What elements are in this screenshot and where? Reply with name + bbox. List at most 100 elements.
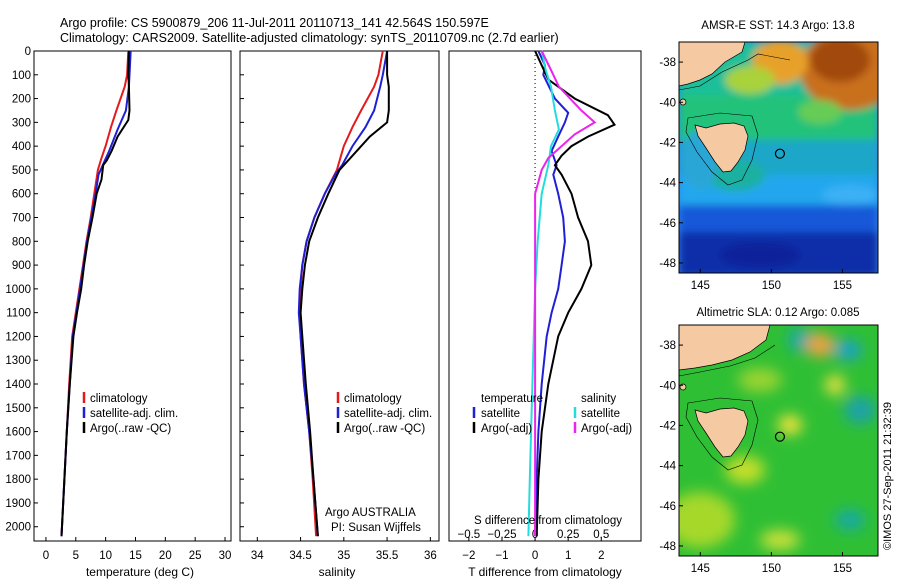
depth-tick-label: 1500 [5, 403, 31, 415]
difference-panel: −2 −1 0 1 2 −0.5 −0.25 0 0.25 0.5 S difference f… [448, 50, 642, 579]
difference-line-t-satellite [534, 50, 570, 537]
s-difference-axis: −0.5 −0.25 0 0.25 0.5 [458, 529, 610, 541]
sla-map-image [679, 325, 878, 556]
header-line-1: Argo profile: CS 5900879_206 11-Jul-2011… [60, 16, 489, 30]
legend-label-t-argo: Argo(-adj) [481, 423, 532, 435]
temperature-tick-label: 25 [189, 550, 202, 562]
temperature-tick-label: 15 [129, 550, 142, 562]
t-difference-axis: −2 −1 0 1 2 [462, 537, 604, 562]
legend-label-climatology: climatology [90, 393, 148, 405]
sst-lat-label: -42 [659, 137, 676, 149]
s-difference-tick-label: 0.5 [593, 529, 609, 541]
difference-line-s-argo [534, 50, 597, 537]
depth-tick-label: 0 [25, 46, 31, 58]
temperature-series [60, 50, 132, 537]
depth-tick-label: 700 [12, 213, 31, 225]
legend-label-argo: Argo(..raw -QC) [344, 423, 425, 435]
salinity-tick-label: 35 [337, 550, 350, 562]
sst-lon-label: 145 [691, 280, 710, 292]
sla-lat-label: -40 [659, 380, 676, 392]
temperature-tick-label: 20 [159, 550, 172, 562]
salinity-line-argo [299, 51, 390, 537]
depth-tick-label: 1700 [5, 450, 31, 462]
depth-tick-label: 400 [12, 141, 31, 153]
salinity-panel: 34 34.5 35 35.5 36 salinity climatology sate… [239, 50, 440, 579]
sst-coast-contour [679, 53, 791, 91]
sla-tasmania [694, 407, 749, 458]
salinity-axis: 34 34.5 35 35.5 36 [240, 50, 437, 562]
depth-tick-label: 1600 [5, 427, 31, 439]
sla-coast-contour [679, 344, 776, 377]
sst-mainland-coast [679, 42, 746, 87]
salinity-tick-label: 34 [251, 550, 264, 562]
temperature-line-argo [60, 50, 131, 537]
temperature-tick-label: 30 [219, 550, 232, 562]
legend-label-satellite: satellite-adj. clim. [90, 408, 178, 420]
sla-shelf-contour [685, 397, 759, 471]
legend-header-temperature: temperature [481, 393, 543, 405]
sst-lat-label: -44 [659, 178, 676, 190]
salinity-plot-frame [239, 50, 440, 542]
legend-label-satellite: satellite-adj. clim. [344, 408, 432, 420]
sst-map-title: AMSR-E SST: 14.3 Argo: 13.8 [701, 20, 854, 32]
depth-axis: 0 100 200 300 400 500 600 700 800 900 1000 1100 1200… [5, 46, 38, 534]
sla-lon-label: 155 [833, 563, 852, 575]
sst-map-frame [678, 41, 879, 274]
annotation-pi: PI: Susan Wijffels [331, 522, 421, 534]
difference-series [527, 50, 617, 537]
legend-label-t-satellite: satellite [481, 408, 520, 420]
depth-tick-label: 1200 [5, 331, 31, 343]
legend-label-climatology: climatology [344, 393, 402, 405]
legend-header-salinity: salinity [581, 393, 616, 405]
sla-map-frame [678, 324, 879, 557]
sst-map-image [679, 42, 878, 273]
sst-lon-label: 150 [762, 280, 781, 292]
depth-tick-label: 1300 [5, 355, 31, 367]
sla-lat-label: -38 [659, 340, 676, 352]
sst-map-axes: 145 150 155 -38 -40 -42 -44 -46 -48 [659, 57, 852, 292]
difference-legend: temperature salinity satellite Argo(-adj… [472, 393, 632, 435]
salinity-tick-label: 34.5 [289, 550, 311, 562]
sst-lat-label: -38 [659, 57, 676, 69]
salinity-line-satellite [297, 50, 389, 537]
sla-map-panel: Altimetric SLA: 0.12 Argo: 0.085 [659, 307, 879, 575]
temperature-tick-label: 10 [99, 550, 112, 562]
s-difference-label: S difference from climatology [474, 515, 622, 527]
temperature-axis: 0 5 10 15 20 25 30 [43, 537, 232, 562]
depth-tick-label: 100 [12, 70, 31, 82]
t-difference-tick-label: 0 [532, 550, 538, 562]
salinity-tick-label: 35.5 [376, 550, 398, 562]
credit-stamp: ©IMOS 27-Sep-2011 21:32:39 [882, 402, 894, 550]
sla-mainland-coast [679, 325, 771, 371]
sst-map-panel: AMSR-E SST: 14.3 Argo: 13.8 [659, 20, 879, 292]
sst-lon-label: 155 [833, 280, 852, 292]
depth-tick-label: 1900 [5, 498, 31, 510]
legend-label-argo: Argo(..raw -QC) [90, 423, 171, 435]
sla-map-axes: 145 150 155 -38 -40 -42 -44 -46 -48 [659, 340, 852, 575]
salinity-xlabel: salinity [319, 565, 356, 579]
depth-tick-label: 800 [12, 236, 31, 248]
salinity-legend: climatology satellite-adj. clim. Argo(..… [336, 392, 432, 435]
salinity-series [297, 50, 390, 537]
depth-tick-label: 900 [12, 260, 31, 272]
difference-line-t-argo [534, 50, 617, 537]
depth-tick-label: 1000 [5, 284, 31, 296]
depth-tick-label: 1800 [5, 474, 31, 486]
sla-lat-label: -48 [659, 541, 676, 553]
sla-lat-label: -46 [659, 501, 676, 513]
salinity-tick-label: 36 [424, 550, 437, 562]
legend-label-s-argo: Argo(-adj) [581, 423, 632, 435]
temperature-tick-label: 5 [73, 550, 79, 562]
temperature-panel: 0100200300400500600700800900100011001200… [5, 46, 232, 579]
sst-shelf-contour [685, 112, 759, 186]
sst-lat-label: -46 [659, 218, 676, 230]
depth-tick-label: 200 [12, 94, 31, 106]
sst-argo-marker [774, 148, 786, 159]
sst-tasmania [694, 122, 749, 173]
sst-lat-label: -48 [659, 258, 676, 270]
sla-lat-label: -42 [659, 420, 676, 432]
t-difference-tick-label: −1 [495, 550, 508, 562]
sla-argo-marker [774, 431, 786, 442]
annotation-argo-australia: Argo AUSTRALIA [325, 507, 416, 519]
